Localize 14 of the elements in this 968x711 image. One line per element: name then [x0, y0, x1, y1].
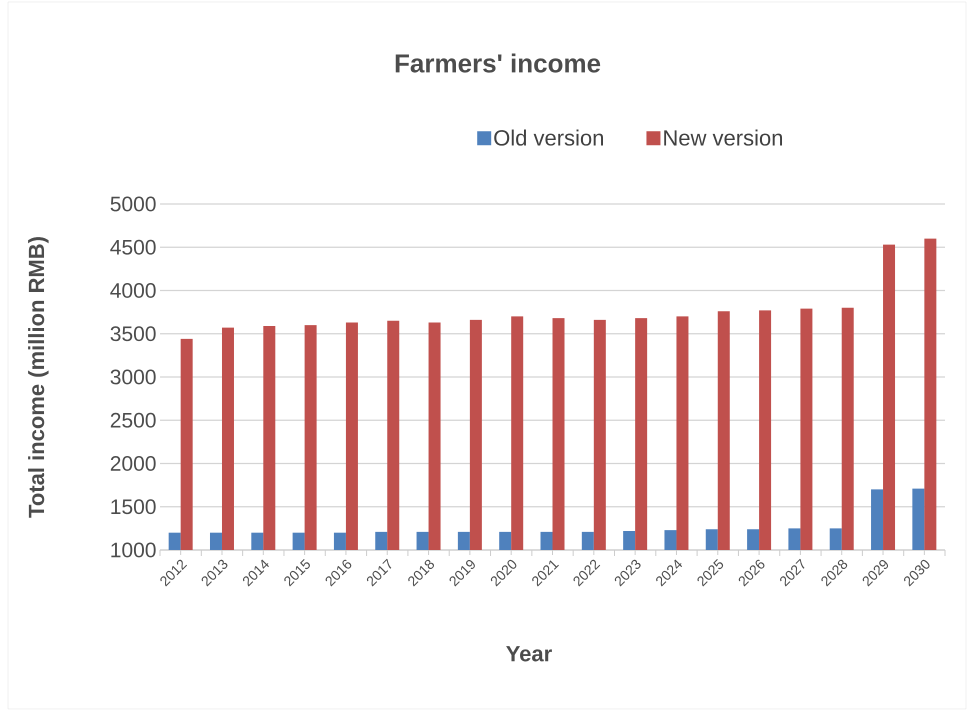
y-tick-label: 2000	[110, 456, 156, 471]
y-tick-label: 4500	[110, 240, 156, 255]
y-tick-label: 4000	[110, 283, 156, 298]
legend-label: New version	[664, 130, 782, 146]
y-tick-label: 1000	[111, 542, 156, 558]
y-tick-label: 2500	[110, 412, 156, 428]
y-tick-label: 3000	[110, 370, 156, 384]
y-tick-label: 5000	[110, 196, 156, 212]
legend-label: Old version	[494, 130, 603, 146]
chart-title: Farmers' income	[396, 54, 600, 73]
y-tick-label: 3500	[110, 326, 156, 342]
y-axis-title: Total income (million RMB)	[28, 237, 49, 518]
y-tick-label: 1500	[111, 499, 156, 514]
x-axis-title: Year	[506, 646, 552, 662]
